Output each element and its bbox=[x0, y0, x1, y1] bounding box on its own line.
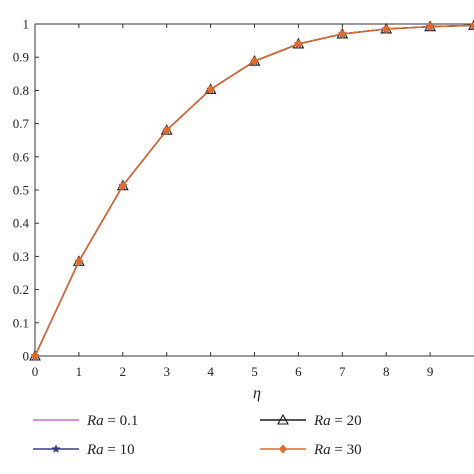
series-line bbox=[34, 24, 474, 357]
data-point bbox=[206, 84, 215, 95]
data-point bbox=[469, 20, 474, 30]
data-point bbox=[338, 29, 347, 39]
legend-marker bbox=[51, 444, 61, 453]
x-tick-label: 0 bbox=[32, 364, 39, 379]
y-tick-label: 0.6 bbox=[13, 149, 30, 164]
data-point bbox=[250, 56, 259, 66]
series-lines bbox=[29, 19, 474, 361]
series-20 bbox=[29, 19, 474, 361]
legend-marker bbox=[277, 413, 289, 425]
legend-entry: Ra = 10 bbox=[33, 442, 135, 458]
x-tick-label: 5 bbox=[251, 364, 258, 379]
legend-label: Ra = 30 bbox=[313, 442, 362, 458]
series-line bbox=[34, 24, 474, 357]
series-0.1 bbox=[34, 24, 474, 357]
legend-label: Ra = 10 bbox=[86, 442, 135, 458]
axes bbox=[34, 23, 474, 357]
x-tick-label: 1 bbox=[76, 364, 83, 379]
legend-label: Ra = 20 bbox=[313, 413, 362, 429]
y-tick-label: 0.2 bbox=[13, 282, 29, 297]
legend-entry: Ra = 30 bbox=[260, 442, 362, 458]
data-point bbox=[426, 22, 435, 32]
data-point bbox=[382, 24, 391, 34]
y-tick-label: 0.4 bbox=[13, 216, 30, 231]
y-tick-label: 0.9 bbox=[13, 50, 29, 65]
legend-entry: Ra = 20 bbox=[260, 413, 362, 429]
y-tick-label: 0.1 bbox=[13, 315, 29, 330]
legend-marker bbox=[278, 444, 288, 454]
y-tick-label: 0.8 bbox=[13, 83, 29, 98]
series-10 bbox=[30, 20, 474, 360]
data-point bbox=[294, 39, 303, 49]
y-tick-label: 0.3 bbox=[13, 249, 29, 264]
x-axis-title: η bbox=[253, 385, 261, 402]
x-tick-label: 4 bbox=[207, 364, 214, 379]
series-line bbox=[34, 24, 474, 357]
legend: Ra = 0.1 Ra = 20 Ra = 10 Ra = 30 bbox=[33, 413, 362, 458]
x-tick-label: 7 bbox=[339, 364, 346, 379]
x-tick-label: 6 bbox=[295, 364, 302, 379]
legend-label: Ra = 0.1 bbox=[86, 413, 138, 429]
data-point bbox=[162, 125, 171, 135]
y-tick-label: 0 bbox=[23, 349, 30, 364]
y-tick-label: 1 bbox=[23, 17, 30, 32]
x-tick-label: 9 bbox=[427, 364, 434, 379]
x-tick-label: 2 bbox=[120, 364, 127, 379]
legend-entry: Ra = 0.1 bbox=[33, 413, 138, 429]
x-tick-label: 8 bbox=[383, 364, 390, 379]
ticks: 0 0.1 0.2 0.3 0.4 0.5 0.6 0.7 0.8 0.9 1 0 1 2 3 4 5 6 7 8 9 bbox=[13, 17, 434, 380]
series-30 bbox=[30, 20, 474, 361]
data-point bbox=[30, 351, 40, 361]
data-point bbox=[118, 181, 127, 191]
data-point bbox=[74, 256, 83, 266]
y-tick-label: 0.7 bbox=[13, 116, 30, 131]
y-tick-label: 0.5 bbox=[13, 183, 29, 198]
series-line bbox=[34, 24, 474, 357]
x-tick-label: 3 bbox=[163, 364, 170, 379]
